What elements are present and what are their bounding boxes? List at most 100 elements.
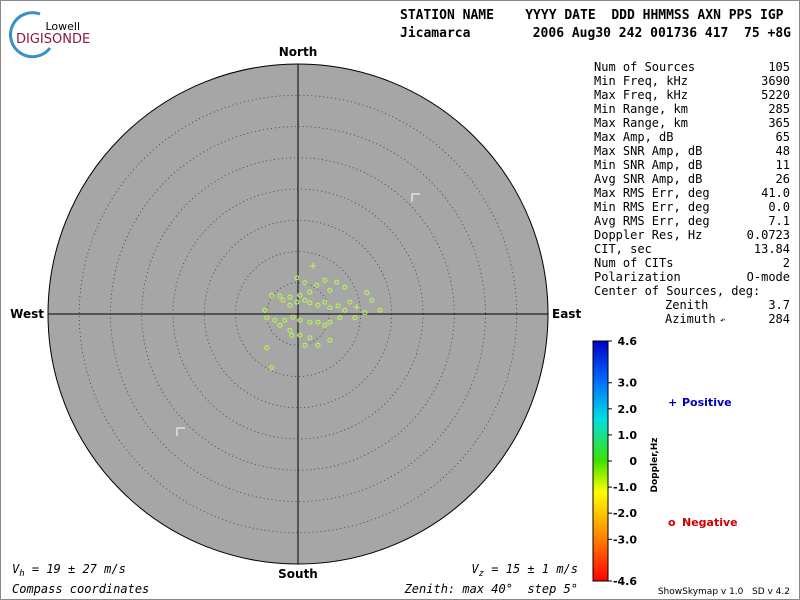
stat-value: 365 [768, 116, 790, 130]
source-point [287, 294, 293, 300]
colorbar-label: Doppler,Hz [650, 437, 660, 492]
header-values: 2006 Aug30 242 001736 417 75 +8G [533, 26, 791, 41]
source-point [287, 327, 293, 333]
zenith-suffix: ° [571, 582, 578, 596]
stat-label: Min RMS Err, deg [594, 200, 710, 214]
stat-label: Max RMS Err, deg [594, 186, 710, 200]
source-point [262, 307, 268, 313]
source-point [302, 297, 308, 303]
source-point [322, 299, 328, 305]
source-point [307, 335, 313, 341]
source-point [264, 315, 270, 321]
source-point [315, 342, 321, 348]
center-label: Center of Sources, deg: [594, 284, 760, 298]
colorbar-tick-label: 1.0 [618, 429, 638, 442]
center-row-value: 3.7 [768, 298, 790, 312]
vz-value: = 15 ± 1 m/s [484, 562, 578, 576]
source-point [335, 303, 341, 309]
compass-north: North [279, 45, 317, 59]
legend-positive: Positive [682, 396, 732, 409]
stat-value: 0.0 [768, 200, 790, 214]
stat-label: Min Range, km [594, 102, 688, 116]
source-point [327, 287, 333, 293]
source-point [315, 302, 321, 308]
stat-value: 0.0723 [747, 228, 790, 242]
source-point [302, 280, 308, 286]
stat-value: 48 [776, 144, 790, 158]
colorbar-ramp [592, 340, 609, 582]
positive-point [353, 304, 360, 311]
vh-value: = 19 ± 27 m/s [25, 562, 126, 576]
source-point [337, 315, 343, 321]
stat-label: Doppler Res, Hz [594, 228, 702, 242]
colorbar: 4.6 3.0 2.0 1.0 0 -1.0 -2.0 -3.0 -4.6 [592, 335, 638, 588]
vz-text: Vz = 15 ± 1 m/s [471, 562, 578, 579]
source-point [322, 277, 328, 283]
source-point [362, 310, 368, 316]
legend-negative: Negative [682, 516, 738, 529]
source-point [327, 305, 333, 311]
vz-symbol: V [471, 562, 479, 576]
source-point [277, 322, 283, 328]
compass-west: West [10, 307, 44, 321]
stat-label: Min SNR Amp, dB [594, 158, 702, 172]
stat-label: Min Freq, kHz [594, 74, 688, 88]
zenith-step: 5 [564, 582, 571, 596]
source-point [287, 302, 293, 308]
stat-value: 7.1 [768, 214, 790, 228]
legend-negative-symbol: o [668, 516, 676, 529]
zenith-mid: ° step [506, 582, 564, 596]
vh-text: Vh = 19 ± 27 m/s [12, 562, 126, 579]
source-point [280, 297, 286, 303]
stat-value: O-mode [747, 270, 790, 284]
colorbar-tick-label: 2.0 [618, 403, 638, 416]
source-point [297, 292, 303, 298]
colorbar-tick-label: -2.0 [613, 507, 637, 520]
stat-value: 41.0 [761, 186, 790, 200]
coords-note: Compass coordinates [12, 582, 149, 596]
zenith-note: Zenith: max 40° step 5° [404, 582, 578, 596]
zenith-max: 40 [491, 582, 505, 596]
source-point [314, 282, 320, 288]
source-point [302, 342, 308, 348]
source-point [277, 293, 283, 299]
station-name: Jicamarca [400, 26, 471, 41]
source-point [307, 289, 313, 295]
stat-value: 3690 [761, 74, 790, 88]
stat-value: 26 [776, 172, 790, 186]
source-point [307, 319, 313, 325]
stat-label: Polarization [594, 270, 681, 284]
stat-value: 65 [776, 130, 790, 144]
vh-symbol: V [12, 562, 20, 576]
source-point [269, 292, 275, 298]
skymap-plot [47, 63, 549, 565]
stat-label: Avg RMS Err, deg [594, 214, 710, 228]
stat-label: Num of Sources [594, 60, 695, 74]
source-point [342, 284, 348, 290]
stat-value: 285 [768, 102, 790, 116]
source-point [334, 279, 340, 285]
source-point [294, 275, 300, 281]
vh-sub: h [19, 569, 24, 579]
stat-label: CIT, sec [594, 242, 652, 256]
stat-value: 11 [776, 158, 790, 172]
vz-sub: z [479, 569, 484, 579]
center-row-label: Zenith [665, 298, 708, 312]
center-row-label: Azimuth [665, 312, 716, 326]
compass-south: South [278, 567, 318, 581]
colorbar-tick-label: -4.6 [613, 575, 637, 588]
source-point [327, 319, 333, 325]
source-point [364, 290, 370, 296]
corner-marker [411, 193, 420, 202]
colorbar-tick-label: 4.6 [618, 335, 638, 348]
source-point [290, 314, 296, 320]
stat-value: 5220 [761, 88, 790, 102]
center-row-value: 284 [768, 312, 790, 326]
logo-top: Lowell [45, 20, 80, 33]
stat-value: 2 [783, 256, 790, 270]
source-point [369, 297, 375, 303]
compass-east: East [552, 307, 581, 321]
stat-label: Max Freq, kHz [594, 88, 688, 102]
legend-positive-symbol: + [668, 396, 677, 409]
